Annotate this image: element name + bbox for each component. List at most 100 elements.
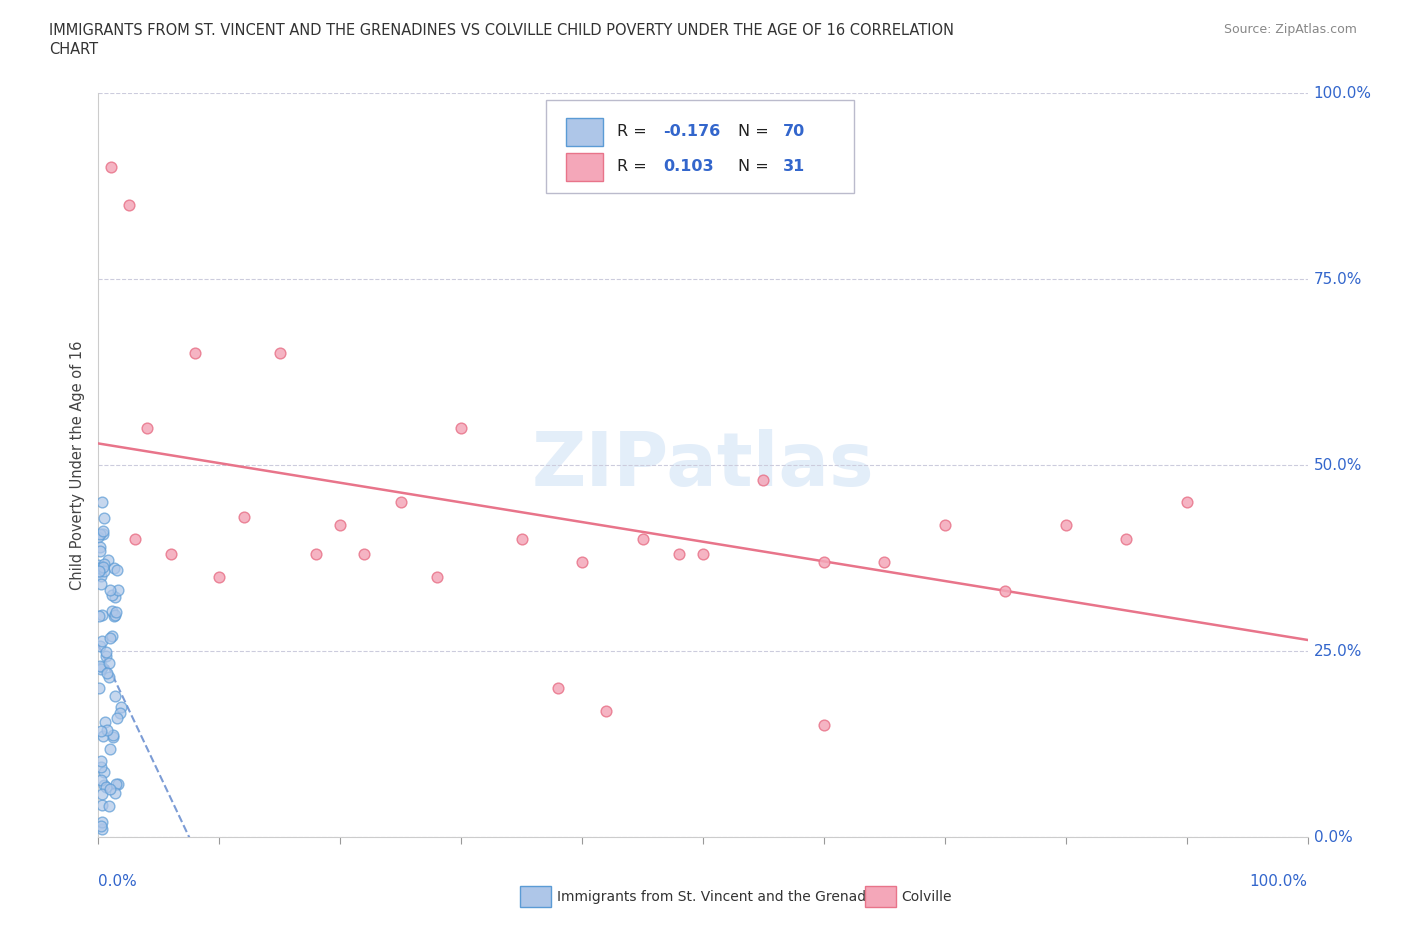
Text: Immigrants from St. Vincent and the Grenadines: Immigrants from St. Vincent and the Gren…: [557, 889, 894, 904]
Point: [100, 160, 122, 175]
Point: [87, 565, 110, 579]
Text: 0.0%: 0.0%: [98, 874, 138, 889]
Point: [104, 688, 127, 703]
FancyBboxPatch shape: [567, 153, 603, 180]
Point: [108, 706, 131, 721]
Point: [97, 670, 120, 684]
Point: [89, 527, 111, 542]
Point: [510, 532, 533, 547]
Point: [90, 724, 112, 738]
Point: [104, 786, 127, 801]
Point: [631, 532, 654, 547]
Text: 0.103: 0.103: [664, 159, 714, 174]
Point: [547, 681, 569, 696]
Point: [329, 517, 352, 532]
Point: [450, 420, 472, 435]
Point: [426, 569, 449, 584]
Point: [107, 777, 129, 791]
Text: -0.176: -0.176: [664, 125, 720, 140]
Point: [692, 547, 714, 562]
Point: [104, 777, 127, 791]
Point: [208, 569, 231, 584]
Point: [91, 559, 114, 574]
Point: [96, 723, 118, 737]
Text: 70: 70: [783, 125, 806, 140]
Point: [94, 648, 117, 663]
Point: [124, 532, 146, 547]
Point: [87, 560, 110, 575]
Point: [98, 582, 121, 597]
Text: ZIPatlas: ZIPatlas: [531, 429, 875, 501]
Point: [91, 821, 114, 836]
Point: [93, 524, 115, 538]
Point: [101, 604, 124, 618]
Point: [87, 530, 110, 545]
Point: [89, 539, 111, 554]
Point: [103, 560, 125, 575]
Point: [98, 781, 121, 796]
Point: [93, 777, 115, 792]
Point: [305, 547, 328, 562]
Point: [269, 346, 291, 361]
Point: [571, 554, 593, 569]
Point: [97, 799, 120, 814]
Point: [94, 644, 117, 659]
Point: [89, 638, 111, 653]
Point: [813, 554, 835, 569]
Point: [101, 629, 124, 644]
Text: 0.0%: 0.0%: [1313, 830, 1353, 844]
Point: [105, 563, 128, 578]
Point: [1054, 517, 1077, 532]
FancyBboxPatch shape: [567, 117, 603, 146]
Point: [1115, 532, 1137, 547]
Point: [103, 609, 125, 624]
Point: [89, 680, 111, 695]
Point: [105, 711, 128, 725]
Point: [98, 741, 121, 756]
Point: [994, 584, 1017, 599]
Point: [107, 583, 129, 598]
Point: [389, 495, 412, 510]
Point: [90, 760, 112, 775]
Point: [118, 197, 141, 212]
Point: [89, 608, 111, 623]
Point: [104, 604, 127, 619]
Point: [110, 699, 132, 714]
Text: CHART: CHART: [49, 42, 98, 57]
Point: [873, 554, 896, 569]
Text: R =: R =: [617, 159, 652, 174]
Text: 100.0%: 100.0%: [1250, 874, 1308, 889]
Point: [93, 564, 115, 578]
Point: [89, 544, 111, 559]
Point: [91, 527, 114, 542]
Point: [98, 631, 121, 645]
Point: [97, 552, 120, 567]
Point: [90, 754, 112, 769]
Point: [90, 607, 112, 622]
Text: N =: N =: [738, 159, 773, 174]
Text: 25.0%: 25.0%: [1313, 644, 1362, 658]
Text: 50.0%: 50.0%: [1313, 458, 1362, 472]
Point: [94, 780, 117, 795]
Point: [91, 495, 114, 510]
Point: [90, 661, 112, 676]
Point: [87, 558, 110, 573]
Point: [89, 564, 111, 578]
Point: [752, 472, 775, 487]
Text: 75.0%: 75.0%: [1313, 272, 1362, 286]
Point: [184, 346, 207, 361]
Point: [101, 587, 124, 602]
Text: Source: ZipAtlas.com: Source: ZipAtlas.com: [1223, 23, 1357, 36]
Point: [595, 703, 617, 718]
Text: 100.0%: 100.0%: [1313, 86, 1372, 100]
Point: [96, 666, 118, 681]
Point: [91, 633, 114, 648]
FancyBboxPatch shape: [546, 100, 855, 193]
Point: [160, 547, 183, 562]
Point: [353, 547, 375, 562]
Text: Colville: Colville: [901, 889, 952, 904]
Point: [1175, 495, 1198, 510]
Point: [90, 772, 112, 787]
Point: [91, 798, 114, 813]
Point: [94, 714, 117, 729]
